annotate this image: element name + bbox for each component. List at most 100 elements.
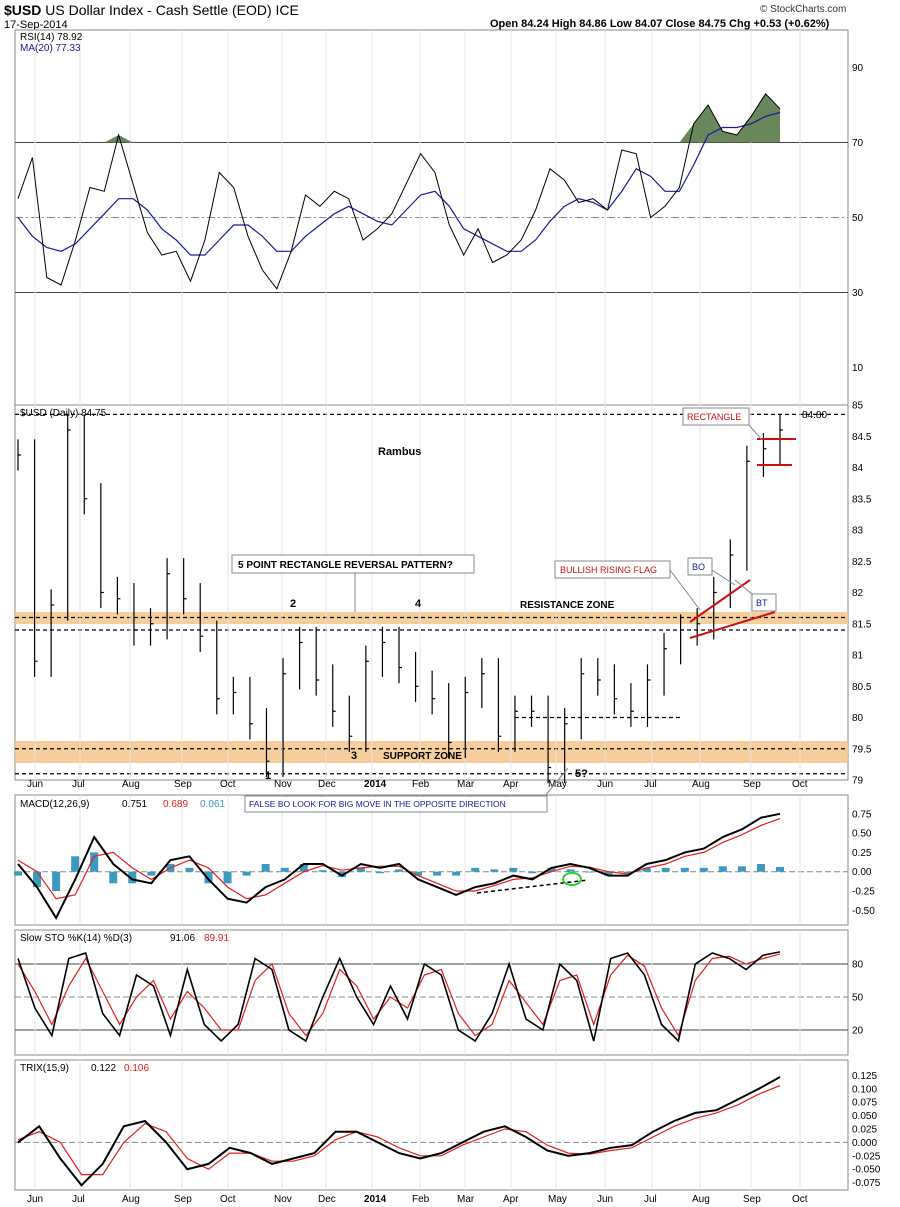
month-label-upper: Jul (644, 779, 657, 790)
point-3: 3 (351, 750, 357, 762)
sto-legend-label: Slow STO %K(14) %D(3) (20, 933, 132, 944)
y-tick-label: 90 (852, 63, 864, 74)
sto-k-line (17, 951, 781, 1043)
y-tick-label: 10 (852, 363, 864, 374)
bo-label: BO (692, 562, 705, 572)
macd-histogram-bar (356, 867, 365, 872)
macd-divergence-line (476, 879, 589, 894)
flag-lower-line (689, 611, 776, 639)
month-label-upper: Sep (174, 779, 192, 790)
macd-signal-value: 0.689 (163, 799, 188, 810)
macd-line (17, 812, 781, 921)
resistance-zone-label: RESISTANCE ZONE (520, 600, 615, 611)
y-tick-label: 0.050 (852, 1111, 877, 1122)
macd-histogram-bar (242, 871, 251, 876)
pattern-label-box (231, 554, 475, 574)
macd-histogram-bar (528, 871, 537, 874)
flag-label-box (554, 560, 671, 579)
sto-d-line (17, 953, 781, 1037)
month-label-upper: Aug (692, 779, 710, 790)
month-label-upper: Dec (318, 779, 336, 790)
y-tick-label: -0.025 (852, 1151, 881, 1162)
y-tick-label: 0.75 (852, 809, 872, 820)
macd-histogram-bar (204, 871, 213, 884)
macd-histogram-bar (566, 869, 575, 872)
point-5: 5? (575, 768, 588, 780)
month-label-lower: 2014 (364, 1194, 387, 1205)
macd-histogram-bar (185, 867, 194, 872)
month-label-lower: Aug (692, 1194, 710, 1205)
macd-histogram-bar (776, 866, 784, 872)
y-tick-label: 81.5 (852, 619, 872, 630)
y-tick-label: 80 (852, 713, 864, 724)
macd-histogram-bar (433, 871, 442, 876)
macd-histogram-bar (33, 871, 42, 888)
macd-histogram-bar (547, 867, 556, 872)
macd-histogram-bar (471, 867, 480, 872)
month-label-lower: Sep (743, 1194, 761, 1205)
price-panel (14, 404, 849, 781)
sto-panel (14, 929, 849, 1056)
bt-label-box (751, 593, 777, 612)
trix-panel (14, 1059, 849, 1191)
macd-histogram-bar (90, 852, 99, 872)
rambus-watermark: Rambus (378, 446, 421, 458)
month-label-lower: Jun (27, 1194, 43, 1205)
y-tick-label: 0.00 (852, 867, 872, 878)
point-1: 1 (265, 770, 271, 782)
month-label-upper: Oct (792, 779, 808, 790)
macd-histogram-bar (52, 871, 61, 891)
point-2: 2 (290, 598, 296, 610)
month-label-lower: Sep (174, 1194, 192, 1205)
rectangle-pointer (748, 424, 763, 441)
y-tick-label: 0.100 (852, 1084, 877, 1095)
y-tick-label: 70 (852, 138, 864, 149)
symbol-name: US Dollar Index - Cash Settle (EOD) (45, 2, 272, 18)
month-label-upper: Nov (274, 779, 292, 790)
month-label-lower: Apr (503, 1194, 519, 1205)
month-label-upper: Feb (412, 779, 430, 790)
month-label-lower: Dec (318, 1194, 336, 1205)
month-label-lower: Oct (792, 1194, 808, 1205)
macd-histogram-bar (661, 867, 670, 872)
trix-legend-value: 0.122 (91, 1063, 116, 1074)
y-tick-label: -0.50 (852, 906, 875, 917)
month-label-upper: Apr (503, 779, 519, 790)
macd-signal-line (17, 818, 781, 900)
y-tick-label: 20 (852, 1026, 864, 1037)
false-bo-label: FALSE BO LOOK FOR BIG MOVE IN THE OPPOSI… (249, 799, 506, 809)
month-label-upper: Mar (457, 779, 475, 790)
flag-label: BULLISH RISING FLAG (560, 565, 657, 575)
bo-label-box (687, 557, 713, 576)
macd-histogram-bar (623, 871, 632, 874)
macd-histogram-bar (261, 864, 270, 872)
macd-histogram-bar (299, 864, 308, 872)
macd-cross-circle (562, 872, 582, 886)
month-label-lower: Mar (457, 1194, 475, 1205)
y-tick-label: -0.050 (852, 1165, 881, 1176)
y-tick-label: 84.5 (852, 432, 872, 443)
macd-hist-value: 0.061 (200, 799, 225, 810)
macd-histogram-bar (71, 856, 80, 872)
y-tick-label: -0.25 (852, 887, 875, 898)
macd-histogram-bar (642, 867, 651, 872)
chart-date: 17-Sep-2014 (4, 19, 68, 31)
month-label-lower: May (548, 1194, 567, 1205)
support-zone-label: SUPPORT ZONE (383, 751, 462, 762)
y-tick-label: 81 (852, 651, 864, 662)
macd-histogram-bar (604, 871, 613, 876)
false-bo-box (244, 795, 548, 813)
macd-histogram-bar (109, 871, 118, 884)
rectangle-label: RECTANGLE (687, 412, 741, 422)
month-label-upper: Sep (743, 779, 761, 790)
month-label-lower: Feb (412, 1194, 430, 1205)
y-tick-label: 82 (852, 588, 864, 599)
macd-histogram-bar (318, 870, 327, 872)
flag-upper-line (689, 579, 751, 623)
trix-line (17, 1076, 781, 1187)
y-tick-label: 84 (852, 463, 864, 474)
rsi-legend: RSI(14) 78.92 (20, 32, 83, 43)
y-tick-label: 0.50 (852, 829, 872, 840)
y-tick-label: 79.5 (852, 744, 872, 755)
